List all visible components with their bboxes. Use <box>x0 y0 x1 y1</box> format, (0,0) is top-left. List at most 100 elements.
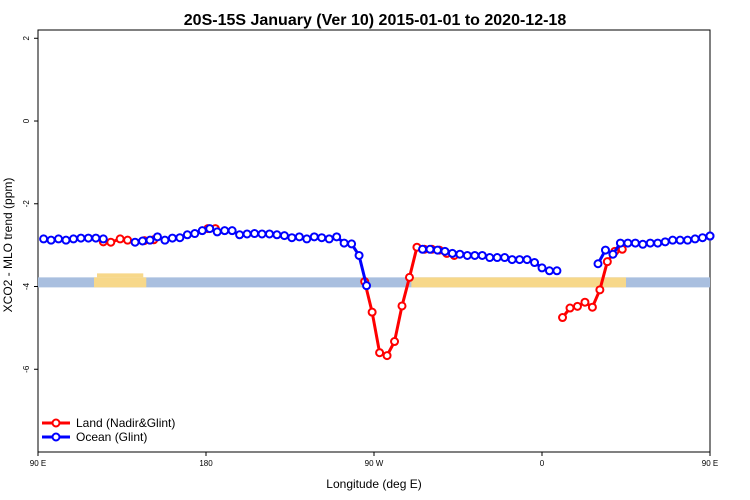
data-point <box>653 238 663 248</box>
y-tick-label: -2 <box>22 200 31 208</box>
y-axis-label: XCO2 - MLO trend (ppm) <box>1 178 15 313</box>
land-band-hump <box>97 273 144 278</box>
data-point <box>630 238 640 248</box>
data-point <box>91 233 101 243</box>
band-layer <box>38 273 710 288</box>
data-point <box>190 229 200 239</box>
data-point <box>98 234 108 244</box>
data-point <box>462 250 472 260</box>
legend-ocean-marker <box>51 432 61 442</box>
y-axis: 2 0 -2 -4 -6 <box>22 36 38 373</box>
data-point <box>544 266 554 276</box>
series-line <box>363 245 455 358</box>
data-point <box>257 229 267 239</box>
data-point <box>61 235 71 245</box>
data-point <box>600 245 610 255</box>
data-point <box>558 313 568 323</box>
data-point <box>145 235 155 245</box>
data-point <box>317 233 327 243</box>
data-point <box>683 235 693 245</box>
data-point <box>382 351 392 361</box>
data-point <box>220 226 230 236</box>
data-point <box>485 253 495 263</box>
y-tick-label: -6 <box>22 365 31 373</box>
data-point <box>76 233 86 243</box>
data-point <box>272 230 282 240</box>
data-point <box>552 266 562 276</box>
data-point <box>404 272 414 282</box>
data-point <box>54 234 64 244</box>
series-layer <box>39 224 715 361</box>
data-point <box>397 301 407 311</box>
data-point <box>623 238 633 248</box>
data-point <box>470 250 480 260</box>
data-point <box>615 238 625 248</box>
x-tick-label: 180 <box>199 459 213 468</box>
legend-land-marker <box>51 418 61 428</box>
data-point <box>167 233 177 243</box>
data-point <box>106 237 116 247</box>
data-point <box>608 249 618 259</box>
data-point <box>264 229 274 239</box>
data-point <box>279 231 289 241</box>
y-tick-label: 2 <box>22 36 31 41</box>
chart-title: 20S-15S January (Ver 10) 2015-01-01 to 2… <box>184 12 567 29</box>
data-point <box>455 249 465 259</box>
data-point <box>294 232 304 242</box>
data-point <box>182 230 192 240</box>
data-point <box>507 255 517 265</box>
data-point <box>447 248 457 258</box>
data-point <box>242 229 252 239</box>
ocean-series <box>39 224 715 291</box>
x-tick-label: 0 <box>540 459 545 468</box>
data-point <box>675 235 685 245</box>
data-point <box>425 244 435 254</box>
data-point <box>638 239 648 249</box>
data-point <box>690 234 700 244</box>
data-point <box>522 255 532 265</box>
x-axis-label: Longitude (deg E) <box>326 477 421 491</box>
x-tick-label: 90 E <box>30 459 46 468</box>
data-point <box>39 234 49 244</box>
data-point <box>593 259 603 269</box>
data-point <box>367 307 377 317</box>
data-point <box>595 285 605 295</box>
data-point <box>390 337 400 347</box>
land-band-segment <box>411 277 542 288</box>
data-point <box>515 255 525 265</box>
data-point <box>130 237 140 247</box>
data-point <box>347 239 357 249</box>
data-point <box>309 232 319 242</box>
x-axis: 90 E 180 90 W 0 90 E <box>30 452 718 468</box>
x-tick-label: 90 W <box>365 459 384 468</box>
data-point <box>602 257 612 267</box>
data-point <box>565 303 575 313</box>
data-point <box>115 234 125 244</box>
data-point <box>250 229 260 239</box>
land-band-segment <box>94 277 147 288</box>
data-point <box>354 250 364 260</box>
data-point <box>418 244 428 254</box>
data-point <box>212 227 222 237</box>
data-point <box>698 233 708 243</box>
data-point <box>668 235 678 245</box>
y-tick-label: 0 <box>22 118 31 123</box>
data-point <box>339 238 349 248</box>
data-point <box>197 226 207 236</box>
data-point <box>580 297 590 307</box>
y-tick-label: -4 <box>22 282 31 290</box>
data-point <box>705 231 715 241</box>
data-point <box>587 302 597 312</box>
data-point <box>530 258 540 268</box>
data-point <box>160 235 170 245</box>
data-point <box>152 232 162 242</box>
data-point <box>175 233 185 243</box>
data-point <box>432 245 442 255</box>
data-point <box>287 233 297 243</box>
data-point <box>332 232 342 242</box>
data-point <box>302 234 312 244</box>
data-point <box>68 234 78 244</box>
x-tick-label: 90 E <box>702 459 718 468</box>
data-point <box>660 237 670 247</box>
data-point <box>205 224 215 234</box>
